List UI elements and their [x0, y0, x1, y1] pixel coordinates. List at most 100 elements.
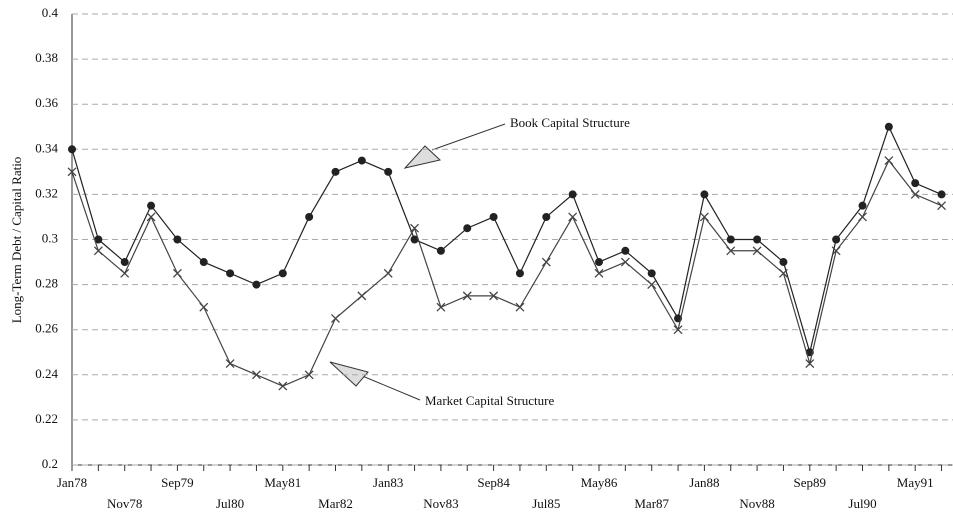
y-tick-label: 0.2 — [42, 456, 58, 471]
x-tick-label: May91 — [897, 475, 934, 490]
point — [910, 189, 920, 199]
arrow-head — [329, 361, 369, 387]
point — [199, 258, 208, 267]
x-tick-label: Mar82 — [318, 496, 353, 511]
x-tick-label: Mar87 — [634, 496, 669, 511]
point — [753, 235, 762, 244]
point — [805, 359, 815, 368]
arrow-head — [403, 145, 442, 169]
point — [278, 269, 287, 278]
point — [226, 269, 235, 278]
point — [832, 235, 841, 244]
y-tick-label: 0.38 — [35, 50, 58, 65]
point — [199, 302, 209, 312]
point — [594, 268, 604, 278]
y-tick-label: 0.4 — [42, 5, 59, 20]
point — [410, 223, 420, 233]
annotation: Market Capital Structure — [425, 393, 554, 408]
point — [172, 268, 182, 278]
y-tick-label: 0.28 — [35, 276, 58, 291]
y-tick-label: 0.32 — [35, 185, 58, 200]
point — [647, 269, 656, 278]
point — [884, 156, 894, 166]
x-tick-label: Nov88 — [739, 496, 774, 511]
point — [831, 246, 841, 256]
point — [67, 167, 77, 177]
point — [699, 212, 709, 222]
x-tick-label: Jul85 — [532, 496, 560, 511]
x-tick-label: May81 — [264, 475, 301, 490]
point — [120, 258, 129, 267]
y-tick-label: 0.26 — [35, 321, 58, 336]
point — [726, 235, 735, 244]
point — [278, 381, 288, 391]
point — [331, 167, 340, 176]
point — [384, 167, 393, 176]
y-tick-label: 0.3 — [42, 230, 58, 245]
point — [595, 258, 603, 267]
point — [68, 145, 76, 154]
point — [173, 235, 182, 244]
annotation: Book Capital Structure — [510, 115, 630, 130]
y-tick-label: 0.34 — [35, 140, 58, 155]
point — [146, 212, 156, 222]
point — [541, 257, 551, 267]
point — [489, 291, 499, 301]
point — [251, 370, 261, 380]
point — [357, 291, 367, 301]
x-tick-label: Nov78 — [107, 496, 142, 511]
x-tick-label: Sep84 — [477, 475, 510, 490]
point — [752, 246, 762, 256]
point — [357, 156, 366, 165]
point — [147, 201, 156, 210]
x-tick-label: Sep79 — [161, 475, 194, 490]
point — [489, 212, 498, 221]
x-tick-label: Nov83 — [423, 496, 458, 511]
arrow — [359, 374, 421, 401]
point — [462, 291, 472, 301]
point — [305, 212, 314, 221]
point — [858, 201, 867, 210]
point — [515, 269, 524, 278]
point — [700, 190, 709, 199]
series-line — [71, 125, 942, 355]
x-tick-label: Jan88 — [689, 475, 719, 490]
point — [94, 235, 103, 244]
y-tick-label: 0.36 — [35, 95, 58, 110]
point — [225, 359, 235, 368]
point — [937, 201, 947, 211]
point — [515, 302, 525, 312]
point — [911, 179, 920, 188]
point — [252, 280, 261, 289]
y-tick-label: 0.22 — [35, 411, 58, 426]
point — [673, 325, 683, 335]
point — [436, 302, 446, 312]
arrow — [431, 123, 506, 151]
point — [779, 258, 788, 267]
x-tick-label: Jan83 — [373, 475, 403, 490]
point — [726, 246, 736, 256]
point — [383, 268, 393, 278]
point — [621, 246, 630, 255]
point — [647, 280, 657, 290]
y-tick-label: 0.24 — [35, 366, 58, 381]
point — [542, 212, 551, 221]
x-tick-label: Jul90 — [848, 496, 876, 511]
x-tick-label: May86 — [581, 475, 618, 490]
point — [463, 224, 472, 233]
point — [93, 246, 103, 256]
point — [436, 246, 445, 255]
point — [778, 268, 788, 278]
point — [620, 257, 630, 267]
x-tick-label: Sep89 — [794, 475, 827, 490]
y-axis-label: Long-Term Debt / Capital Ratio — [9, 157, 24, 324]
point — [120, 268, 130, 278]
point — [858, 212, 867, 222]
point — [937, 190, 946, 199]
point — [568, 212, 578, 222]
x-tick-label: Jan78 — [57, 475, 87, 490]
series-line — [71, 159, 942, 387]
point — [568, 190, 577, 199]
point — [331, 313, 340, 323]
